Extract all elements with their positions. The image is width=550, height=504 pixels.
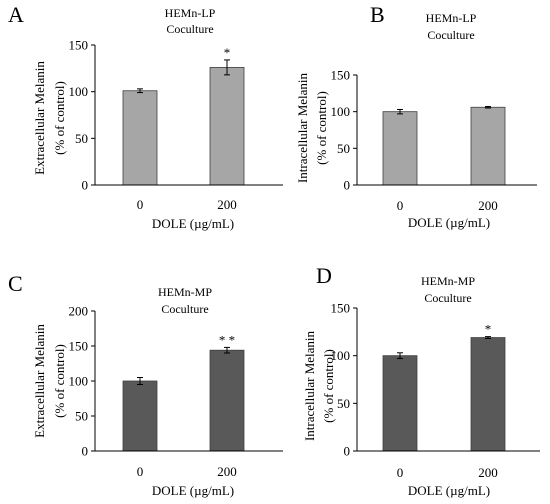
y-axis-label-line: (% of control) bbox=[52, 81, 67, 155]
y-tick-label: 150 bbox=[331, 68, 351, 83]
y-tick-label: 150 bbox=[69, 339, 89, 354]
chart-title-line: HEMn-MP bbox=[421, 274, 475, 288]
x-tick-label: 0 bbox=[137, 464, 144, 479]
y-tick-label: 100 bbox=[331, 104, 351, 119]
chart-panel-d: D HEMn-MP Coculture 0 * 200 0 50 100 150 DOLE (µg/… bbox=[302, 263, 540, 498]
y-tick-label: 200 bbox=[69, 304, 89, 319]
x-axis-label: DOLE (µg/mL) bbox=[408, 483, 490, 498]
chart-title-line: Coculture bbox=[166, 22, 213, 36]
x-tick-label: 200 bbox=[478, 465, 498, 480]
bar-0 bbox=[122, 380, 158, 452]
y-tick-label: 0 bbox=[344, 444, 351, 459]
y-tick-label: 100 bbox=[69, 374, 89, 389]
y-axis-label-line: (% of control) bbox=[314, 91, 329, 165]
x-tick-label: 200 bbox=[217, 464, 237, 479]
y-axis-label-line: (% of control) bbox=[52, 344, 67, 418]
panel-letter: C bbox=[8, 271, 23, 296]
panel-letter: B bbox=[370, 2, 385, 27]
y-tick-label: 150 bbox=[331, 301, 351, 316]
significance-marker: * bbox=[224, 45, 231, 60]
y-tick-label: 100 bbox=[69, 84, 89, 99]
x-tick-label: 0 bbox=[397, 465, 404, 480]
x-tick-label: 200 bbox=[217, 197, 237, 212]
chart-panel-a: A HEMn-LP Coculture 0 * 200 0 50 100 150 DOLE (µg/… bbox=[8, 2, 283, 231]
x-tick-label: 200 bbox=[478, 198, 498, 213]
bar-200 bbox=[470, 106, 506, 186]
bar-200 bbox=[209, 67, 245, 186]
bar-0 bbox=[382, 111, 418, 186]
y-tick-label: 0 bbox=[82, 444, 89, 459]
significance-marker: * bbox=[485, 322, 492, 337]
y-axis-label-line: Intracellular Melanin bbox=[295, 72, 310, 183]
bar-200 bbox=[470, 337, 506, 452]
y-tick-label: 0 bbox=[82, 178, 89, 193]
y-tick-label: 0 bbox=[344, 178, 351, 193]
chart-title-line: Coculture bbox=[427, 28, 474, 42]
chart-title-line: Coculture bbox=[424, 291, 471, 305]
y-axis-label-line: Extracellular Melanin bbox=[32, 324, 47, 438]
panel-letter: D bbox=[316, 263, 332, 288]
y-tick-label: 50 bbox=[75, 409, 88, 424]
significance-marker: * * bbox=[219, 332, 235, 347]
y-axis-label-line: (% of control) bbox=[321, 349, 336, 423]
chart-panel-b: B HEMn-LP Coculture 0 200 0 50 100 150 DOLE (µg/m… bbox=[295, 2, 537, 230]
x-tick-label: 0 bbox=[397, 198, 404, 213]
y-tick-label: 50 bbox=[337, 141, 350, 156]
x-axis-label: DOLE (µg/mL) bbox=[152, 216, 234, 231]
chart-title-line: HEMn-LP bbox=[165, 6, 216, 20]
x-axis-label: DOLE (µg/mL) bbox=[152, 483, 234, 498]
chart-title-line: Coculture bbox=[161, 302, 208, 316]
y-axis-label-line: Intracellular Melanin bbox=[302, 330, 317, 441]
chart-panel-c: C HEMn-MP Coculture 0 * * 200 0 50 100 150 200 DOLE… bbox=[8, 271, 283, 498]
y-tick-label: 150 bbox=[69, 38, 89, 53]
chart-title-line: HEMn-LP bbox=[426, 11, 477, 25]
y-tick-label: 50 bbox=[337, 396, 350, 411]
y-axis-label-line: Extracellular Melanin bbox=[32, 61, 47, 175]
x-axis-label: DOLE (µg/mL) bbox=[408, 215, 490, 230]
bar-0 bbox=[122, 90, 158, 186]
y-tick-label: 100 bbox=[331, 348, 351, 363]
bar-0 bbox=[382, 355, 418, 452]
y-tick-label: 50 bbox=[75, 131, 88, 146]
chart-title-line: HEMn-MP bbox=[158, 285, 212, 299]
x-tick-label: 0 bbox=[137, 197, 144, 212]
panel-letter: A bbox=[8, 2, 24, 27]
bar-200 bbox=[209, 349, 245, 452]
